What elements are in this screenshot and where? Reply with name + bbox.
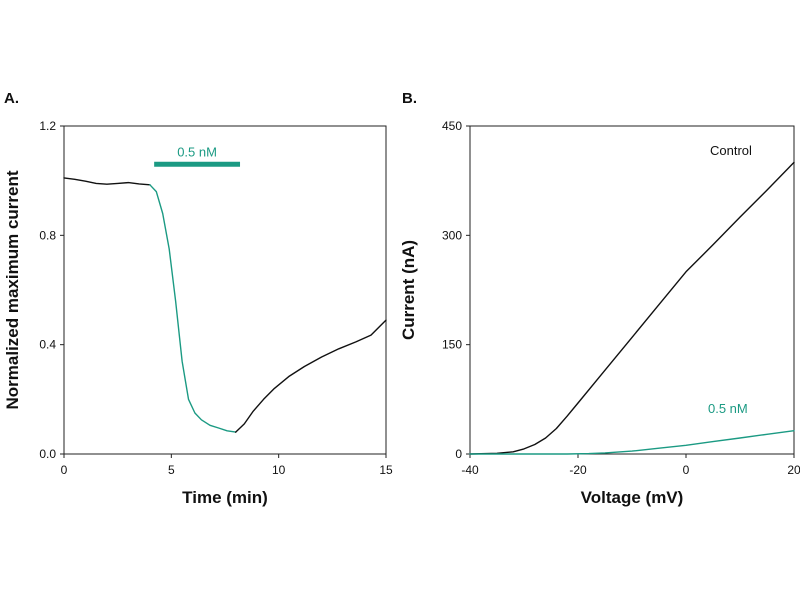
panel-a-x-tick-label: 5 [168, 463, 175, 477]
panel-b-x-tick-label: -40 [461, 463, 479, 477]
panel-b-series-0-5-nm-line [469, 430, 795, 455]
panel-a-series-washout-line [234, 319, 387, 433]
panel-b-plot-frame [469, 125, 795, 455]
panel-b-y-axis-label: Current (nA) [399, 240, 418, 340]
panel-a-y-tick-label: 0.8 [39, 228, 56, 242]
panel-b-x-axis-label: Voltage (mV) [581, 488, 684, 507]
panel-b-y-tick-label: 150 [442, 338, 462, 352]
panel-a-y-axis-label: Normalized maximum current [3, 170, 22, 409]
panel-a-series-control-line [63, 177, 151, 186]
panel-b-ticks: -40 -20 0 20 0 150 300 450 [442, 119, 800, 477]
panel-a-y-tick-label: 0.0 [39, 447, 56, 461]
panel-a-x-tick-label: 0 [61, 463, 68, 477]
panel-b-series-control-line [469, 161, 795, 455]
panel-a-x-tick-label: 15 [379, 463, 393, 477]
panel-a-drug-label: 0.5 nM [177, 144, 217, 159]
panel-b-y-tick-label: 0 [455, 447, 462, 461]
panel-a-series [63, 177, 387, 433]
panel-a-plot-frame [63, 125, 387, 455]
panel-b-x-tick-label: 20 [787, 463, 800, 477]
panel-b-control-label: Control [710, 143, 752, 158]
panel-a-series-0-5-nm-line [149, 184, 237, 433]
panel-b-y-tick-label: 300 [442, 228, 462, 242]
panel-b-y-tick-label: 450 [442, 119, 462, 133]
panel-b-drug-label: 0.5 nM [708, 401, 748, 416]
panel-a-label: A. [4, 90, 19, 107]
panel-a-x-axis-label: Time (min) [182, 488, 268, 507]
panel-b-label: B. [402, 90, 417, 107]
panel-b-x-tick-label: 0 [683, 463, 690, 477]
panel-a: A. 0 5 10 150.00.40.81.2 0.5 nM Time (min) … [3, 90, 393, 507]
panel-a-y-tick-label: 1.2 [39, 119, 56, 133]
panel-b-x-tick-label: -20 [569, 463, 587, 477]
panel-b: B. -40 -20 0 20 0 150 300 450 Control 0.5 nM Vo… [399, 90, 800, 507]
panel-a-x-tick-label: 10 [272, 463, 286, 477]
panel-a-y-tick-label: 0.4 [39, 338, 56, 352]
panel-a-ticks: 0 5 10 15 0.0 0.4 0.8 1.2 [39, 119, 393, 477]
panel-b-series [469, 161, 795, 455]
